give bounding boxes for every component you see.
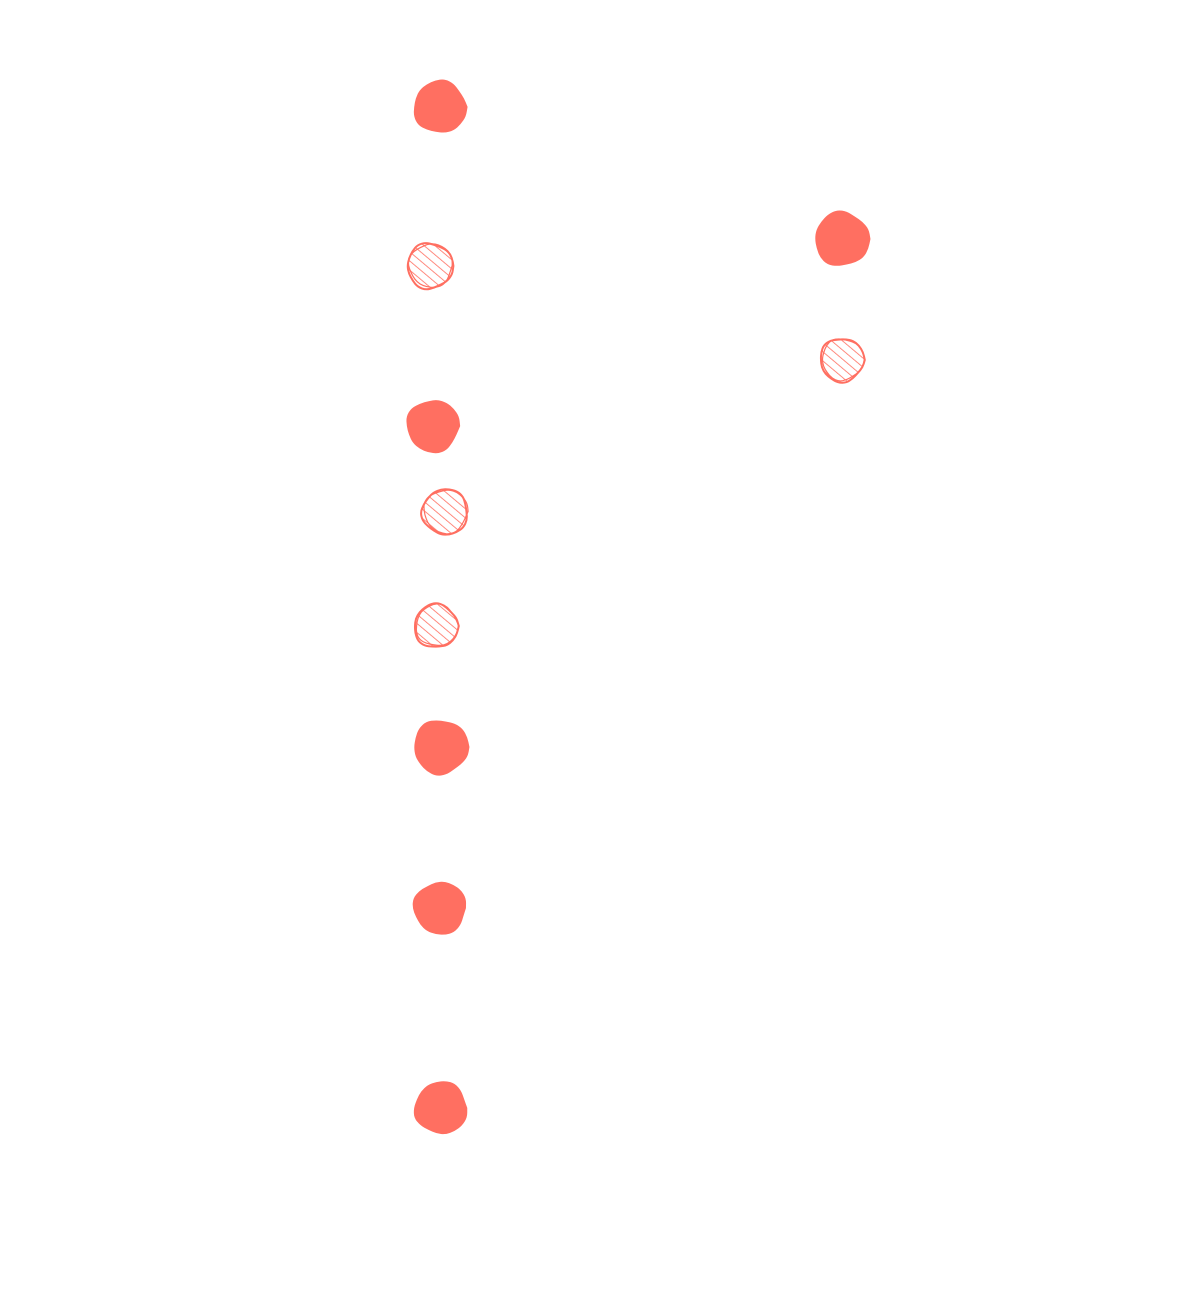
solid-dot[interactable] [406, 400, 461, 454]
solid-dot[interactable] [412, 881, 467, 935]
hatched-dot[interactable] [420, 488, 468, 536]
solid-dot[interactable] [815, 210, 871, 266]
hatched-dot-outline [821, 338, 865, 382]
hatched-dot-outline [407, 243, 453, 288]
solid-dot[interactable] [414, 720, 470, 776]
dots-layer [406, 79, 871, 1135]
hatched-dot-outline [423, 489, 469, 535]
hatched-dot-outline [415, 603, 460, 646]
solid-dot[interactable] [413, 1081, 468, 1135]
solid-dot[interactable] [413, 79, 468, 133]
hatched-dot[interactable] [819, 338, 866, 384]
